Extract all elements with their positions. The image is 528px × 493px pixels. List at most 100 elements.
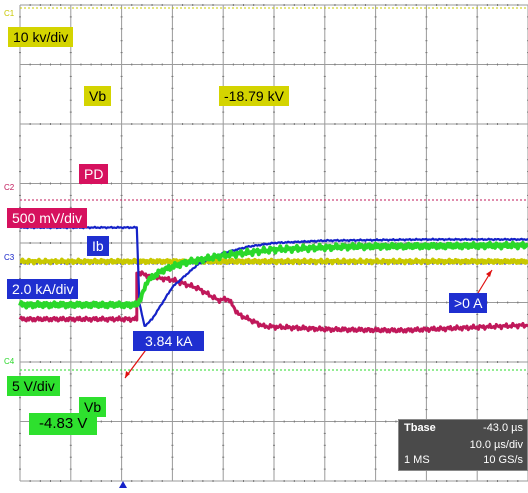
grid-tick: [374, 75, 377, 77]
grid-tick: [19, 325, 21, 327]
grid-tick: [171, 409, 174, 411]
grid-tick: [19, 206, 21, 208]
grid-tick: [476, 52, 479, 54]
grid-tick: [497, 4, 499, 6]
ch3-peak-label: 3.84 kA: [133, 331, 205, 351]
grid-tick: [314, 182, 316, 185]
grid-tick: [374, 397, 377, 399]
grid-tick: [222, 325, 225, 327]
grid-tick: [120, 337, 123, 339]
grid-tick: [374, 28, 377, 30]
grid-tick: [476, 87, 479, 89]
grid-tick: [283, 4, 285, 6]
grid-tick: [374, 373, 377, 375]
grid-tick: [334, 182, 336, 185]
grid-tick: [334, 123, 336, 125]
grid-tick: [273, 230, 275, 232]
grid-tick: [90, 63, 92, 66]
grid-tick: [405, 361, 407, 363]
grid-tick: [253, 420, 255, 423]
grid-tick: [415, 4, 417, 6]
grid-tick: [466, 182, 468, 185]
grid-tick: [192, 123, 194, 125]
grid-tick: [374, 171, 377, 173]
grid-tick: [323, 159, 326, 161]
grid-tick: [425, 325, 428, 327]
grid-tick: [344, 301, 346, 304]
grid-tick: [110, 420, 112, 423]
grid-tick: [182, 242, 184, 244]
grid-tick: [364, 63, 366, 66]
grid-tick: [69, 278, 72, 280]
grid-tick: [425, 206, 428, 208]
grid-tick: [476, 75, 479, 77]
grid-tick: [161, 361, 163, 363]
grid-tick: [273, 16, 275, 18]
grid-tick: [293, 301, 295, 304]
grid-tick: [212, 63, 214, 66]
grid-tick: [405, 123, 407, 125]
grid-tick: [151, 242, 153, 244]
grid-tick: [517, 4, 519, 6]
grid-tick: [283, 420, 285, 423]
grid-tick: [49, 4, 51, 6]
grid-tick: [385, 123, 387, 125]
grid-tick: [182, 480, 184, 482]
grid-tick: [385, 4, 387, 6]
grid-tick: [171, 432, 174, 434]
grid-tick: [69, 349, 72, 351]
grid-tick: [131, 63, 133, 66]
grid-tick: [151, 301, 153, 304]
grid-tick: [405, 182, 407, 185]
grid-tick: [497, 301, 499, 304]
grid-tick: [110, 182, 112, 185]
grid-tick: [69, 159, 72, 161]
grid-tick: [69, 147, 72, 149]
grid-tick: [374, 385, 377, 387]
grid-tick: [171, 99, 174, 101]
grid-tick: [120, 28, 123, 30]
grid-tick: [29, 480, 31, 482]
grid-tick: [425, 40, 428, 42]
grid-tick: [486, 361, 488, 363]
grid-tick: [425, 373, 428, 375]
grid-tick: [120, 456, 123, 458]
grid-tick: [222, 218, 225, 220]
grid-tick: [263, 242, 265, 244]
grid-tick: [323, 385, 326, 387]
grid-tick: [141, 242, 143, 244]
grid-tick: [303, 4, 305, 6]
grid-tick: [90, 4, 92, 6]
trace-c4: [18, 240, 528, 310]
grid-tick: [507, 361, 509, 363]
grid-tick: [222, 16, 225, 18]
grid-tick: [303, 361, 305, 363]
grid-tick: [69, 444, 72, 446]
grid-tick: [476, 218, 479, 220]
grid-tick: [334, 301, 336, 304]
grid-tick: [243, 301, 245, 304]
grid-tick: [466, 361, 468, 363]
grid-tick: [171, 444, 174, 446]
grid-tick: [19, 171, 21, 173]
grid-tick: [323, 444, 326, 446]
grid-tick: [456, 182, 458, 185]
grid-tick: [60, 182, 62, 185]
grid-tick: [323, 409, 326, 411]
grid-tick: [446, 480, 448, 482]
grid-tick: [374, 432, 377, 434]
grid-tick: [364, 242, 366, 244]
grid-tick: [314, 4, 316, 6]
grid-tick: [425, 147, 428, 149]
grid-tick: [314, 420, 316, 423]
grid-tick: [273, 28, 275, 30]
ch2-scale-label: 500 mV/div: [7, 208, 88, 228]
grid-tick: [110, 63, 112, 66]
grid-tick: [354, 480, 356, 482]
grid-tick: [425, 254, 428, 256]
grid-tick: [69, 52, 72, 54]
grid-tick: [202, 123, 204, 125]
grid-tick: [131, 420, 133, 423]
grid-tick: [456, 63, 458, 66]
grid-tick: [303, 301, 305, 304]
